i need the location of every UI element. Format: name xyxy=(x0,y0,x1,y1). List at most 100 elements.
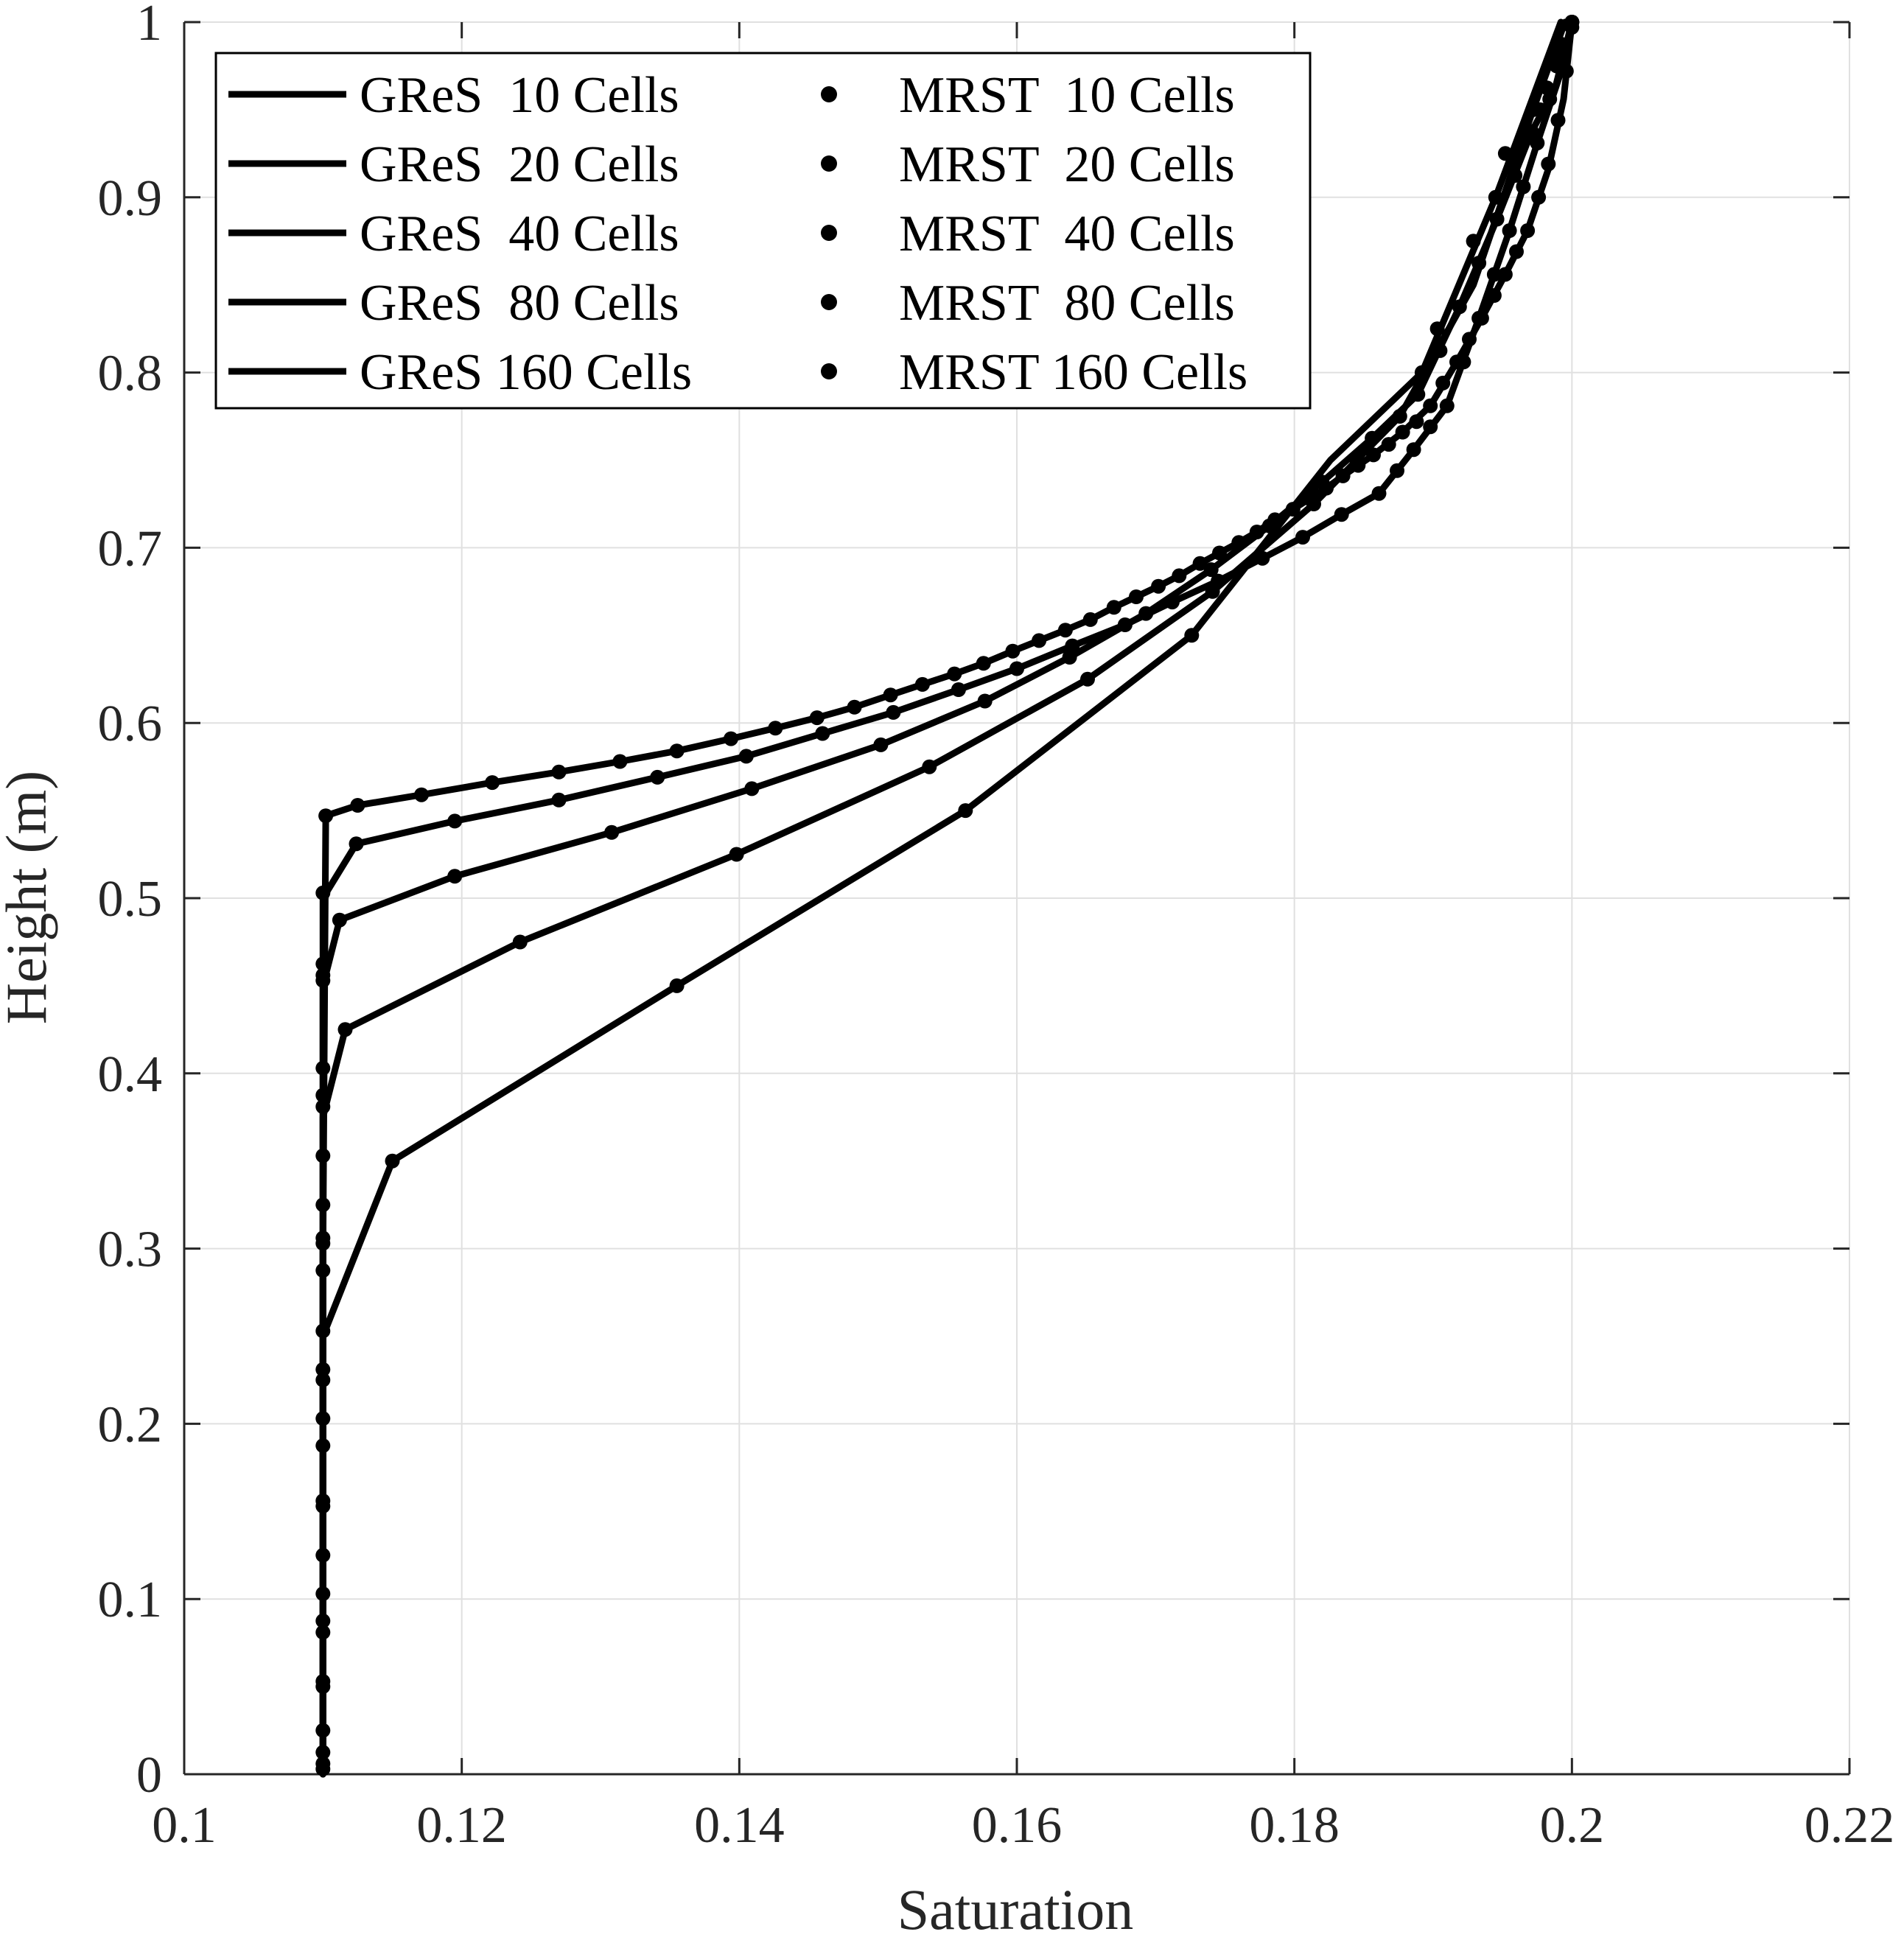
data-point xyxy=(1381,437,1396,452)
y-tick-label: 1 xyxy=(136,0,162,52)
data-point xyxy=(315,1236,331,1251)
data-point xyxy=(1414,365,1429,380)
x-tick-label: 0.22 xyxy=(1805,1797,1895,1854)
legend-entry-label: MRST 20 Cells xyxy=(899,136,1235,193)
data-point xyxy=(1129,589,1144,604)
data-point xyxy=(873,737,889,752)
data-point xyxy=(1371,486,1387,501)
data-point xyxy=(1390,463,1404,478)
data-point xyxy=(1392,409,1407,424)
data-point xyxy=(1502,223,1517,238)
data-point xyxy=(1082,612,1098,627)
data-point xyxy=(315,1088,331,1103)
y-tick-label: 0.3 xyxy=(98,1222,163,1278)
data-point xyxy=(315,1362,331,1377)
data-point xyxy=(1435,375,1451,391)
data-point xyxy=(847,699,862,715)
data-point xyxy=(1486,288,1502,303)
data-point xyxy=(315,1197,331,1213)
data-point xyxy=(958,803,973,819)
data-point xyxy=(315,1586,331,1602)
data-point xyxy=(1395,424,1410,440)
data-point xyxy=(1524,124,1539,139)
data-point xyxy=(1334,507,1349,522)
data-point xyxy=(1005,643,1021,659)
data-point xyxy=(1509,244,1524,259)
data-point xyxy=(1564,20,1580,35)
data-point xyxy=(1295,530,1310,545)
data-point xyxy=(414,787,429,802)
legend-marker-swatch xyxy=(821,363,837,379)
data-point xyxy=(1249,525,1264,539)
legend-entry-label: GReS 80 Cells xyxy=(360,275,679,332)
data-point xyxy=(669,743,685,759)
data-point xyxy=(612,754,628,769)
x-tick-label: 0.12 xyxy=(416,1797,507,1854)
y-tick-label: 0.1 xyxy=(98,1572,163,1628)
legend: GReS 10 Cells GReS 20 Cells GReS 40 Cells G… xyxy=(214,52,1312,410)
data-point xyxy=(315,1411,331,1426)
data-point xyxy=(315,1148,331,1163)
axes xyxy=(183,21,1851,1776)
y-tick-label: 0 xyxy=(136,1747,162,1804)
data-point xyxy=(1439,398,1455,413)
legend-marker-swatch xyxy=(821,294,837,310)
data-point xyxy=(1553,48,1569,63)
data-point xyxy=(1525,102,1541,117)
series-layer xyxy=(315,15,1580,1778)
data-point xyxy=(1449,354,1464,370)
y-tick-label: 0.9 xyxy=(98,170,163,227)
data-point xyxy=(1302,491,1317,506)
data-point xyxy=(1423,398,1438,413)
data-point xyxy=(385,1153,400,1169)
data-point xyxy=(1489,211,1505,227)
data-point xyxy=(1520,223,1536,238)
data-point xyxy=(1267,512,1283,528)
series-9 xyxy=(315,20,1580,1776)
data-point xyxy=(604,824,620,840)
data-point xyxy=(1462,332,1477,347)
data-point xyxy=(1106,600,1121,615)
data-point xyxy=(1366,447,1381,463)
y-tick-label: 0.2 xyxy=(98,1396,163,1453)
data-point xyxy=(315,1323,331,1339)
data-point xyxy=(738,749,754,764)
data-point xyxy=(1539,80,1555,96)
data-point xyxy=(447,813,463,829)
data-point xyxy=(315,1438,331,1454)
data-point xyxy=(315,1263,331,1278)
data-point xyxy=(744,781,760,796)
data-point xyxy=(1172,568,1187,584)
y-tick-label: 0.6 xyxy=(98,696,163,752)
x-tick-label: 0.2 xyxy=(1540,1797,1605,1854)
data-point xyxy=(1192,556,1208,571)
data-point xyxy=(332,912,347,928)
data-point xyxy=(551,764,567,780)
data-point xyxy=(1032,633,1047,648)
data-point xyxy=(1486,267,1502,282)
data-point xyxy=(977,693,993,709)
data-point xyxy=(1531,189,1547,205)
data-point xyxy=(1151,578,1166,594)
data-point xyxy=(1553,36,1569,52)
data-point xyxy=(1409,414,1424,430)
y-axis-label: Height (m) xyxy=(0,771,58,1024)
legend-entry-label: GReS 160 Cells xyxy=(360,344,692,401)
legend-entry-label: GReS 10 Cells xyxy=(360,67,679,124)
data-point xyxy=(315,1060,331,1076)
data-point xyxy=(315,1547,331,1563)
data-point xyxy=(315,956,331,972)
data-point xyxy=(1231,535,1247,550)
legend-entry-label: MRST 10 Cells xyxy=(899,67,1235,124)
data-point xyxy=(315,885,331,900)
data-point xyxy=(349,836,364,852)
data-point xyxy=(1255,550,1270,566)
legend-entry-label: MRST 80 Cells xyxy=(899,275,1235,332)
data-point xyxy=(315,1499,331,1514)
data-point xyxy=(922,759,937,774)
data-point xyxy=(1065,638,1080,654)
data-point xyxy=(669,978,685,993)
data-point xyxy=(1285,502,1301,517)
data-point xyxy=(1466,234,1481,249)
